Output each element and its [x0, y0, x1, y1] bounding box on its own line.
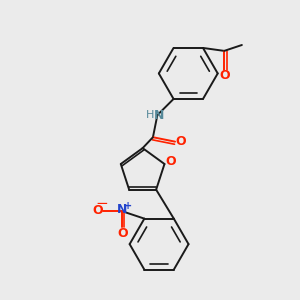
Text: −: − — [95, 196, 108, 211]
Text: O: O — [93, 204, 104, 217]
Text: H: H — [146, 110, 154, 120]
Text: N: N — [117, 203, 128, 216]
Text: O: O — [219, 69, 230, 82]
Text: +: + — [124, 201, 132, 211]
Text: O: O — [117, 227, 128, 240]
Text: O: O — [166, 155, 176, 168]
Text: O: O — [176, 135, 186, 148]
Text: N: N — [154, 109, 164, 122]
